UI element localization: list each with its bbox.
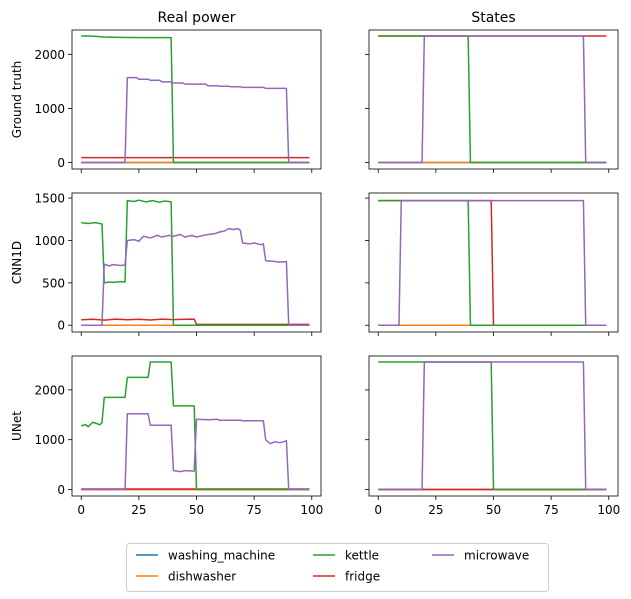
series-group <box>378 361 607 491</box>
legend-label: kettle <box>345 549 379 563</box>
series-line-fridge <box>81 318 310 326</box>
legend-entry-microwave: microwave <box>432 549 529 563</box>
y-tick-label: 0 <box>57 156 65 170</box>
x-tick-label: 50 <box>486 503 501 517</box>
series-line-microwave <box>378 361 607 491</box>
x-tick-label: 0 <box>77 503 85 517</box>
series-group <box>81 199 310 326</box>
subplot-1: 0 1000 2000 Real power Ground truth <box>10 10 322 173</box>
y-tick-label: 0 <box>57 483 65 497</box>
y-tick-label: 500 <box>42 276 65 290</box>
y-axis-label: CNN1D <box>10 241 24 284</box>
column-title: States <box>471 10 515 26</box>
column-title: Real power <box>158 10 236 26</box>
series-line-kettle <box>81 199 310 326</box>
y-axis-label: UNet <box>10 411 24 441</box>
legend-entry-fridge: fridge <box>313 570 380 584</box>
y-tick-label: 0 <box>57 319 65 333</box>
subplot-6: 0 25 50 75 100 <box>365 355 620 517</box>
y-tick-label: 2000 <box>34 48 65 62</box>
axes-frame <box>368 29 619 170</box>
series-line-kettle <box>81 35 310 164</box>
series-line-kettle <box>378 35 607 164</box>
y-tick-label: 1000 <box>34 234 65 248</box>
series-line-microwave <box>81 76 310 164</box>
series-line-kettle <box>378 361 607 491</box>
x-tick-label: 100 <box>597 503 620 517</box>
series-line-fridge <box>378 199 607 326</box>
y-tick-label: 1000 <box>34 433 65 447</box>
y-tick-label: 2000 <box>34 383 65 397</box>
legend-entry-washing-machine: washing_machine <box>136 549 275 563</box>
series-group <box>378 35 607 164</box>
subplot-3: 0 500 1000 1500 CNN1D <box>10 192 322 336</box>
x-tick-label: 25 <box>131 503 146 517</box>
y-tick-label: 1500 <box>34 192 65 206</box>
series-line-microwave <box>81 227 310 326</box>
x-tick-label: 100 <box>300 503 323 517</box>
x-tick-label: 25 <box>428 503 443 517</box>
legend-label: washing_machine <box>168 549 275 563</box>
y-tick-label: 1000 <box>34 102 65 116</box>
y-axis-label: Ground truth <box>10 61 24 139</box>
legend: washing_machine dishwasher kettle fridge mic… <box>126 543 549 592</box>
subplot-4 <box>365 192 619 336</box>
legend-entry-dishwasher: dishwasher <box>136 570 236 584</box>
legend-entry-kettle: kettle <box>313 549 379 563</box>
series-line-kettle <box>81 361 310 491</box>
legend-label: microwave <box>464 549 529 563</box>
x-tick-label: 75 <box>543 503 558 517</box>
x-tick-label: 75 <box>246 503 261 517</box>
legend-label: dishwasher <box>168 570 236 584</box>
x-tick-label: 0 <box>374 503 382 517</box>
axes-frame <box>71 29 322 170</box>
series-group <box>378 199 607 326</box>
series-group <box>81 35 310 164</box>
series-line-microwave <box>81 413 310 491</box>
subplot-2: States <box>365 10 619 173</box>
series-line-microwave <box>378 199 607 326</box>
x-tick-label: 50 <box>189 503 204 517</box>
series-line-microwave <box>378 35 607 164</box>
series-group <box>81 361 310 491</box>
legend-label: fridge <box>345 570 380 584</box>
